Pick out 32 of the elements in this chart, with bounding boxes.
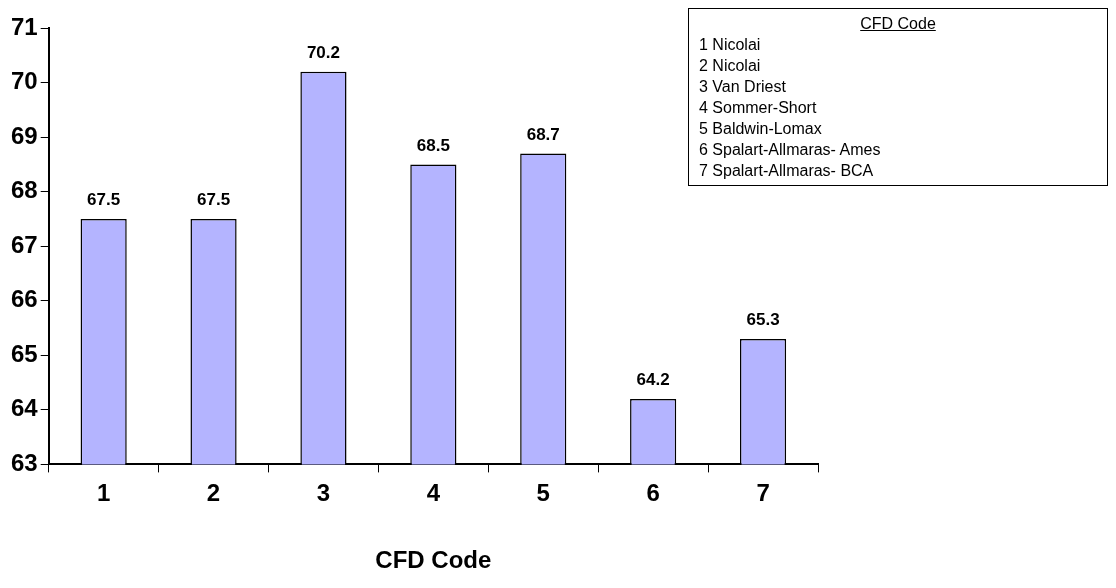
- data-label: 68.7: [526, 124, 560, 144]
- data-label: 65.3: [746, 310, 780, 330]
- x-tick-label: 6: [646, 479, 660, 507]
- x-axis-title: CFD Code: [375, 546, 492, 574]
- y-tick-label: 68: [10, 176, 38, 204]
- y-tick-label: 66: [10, 285, 38, 313]
- annotation: 5 Baldwin-Lomax: [699, 119, 823, 139]
- y-tick-label: 65: [10, 339, 38, 367]
- x-tick-label: 5: [536, 479, 550, 507]
- annotation: 6 Spalart-Allmaras- Ames: [699, 140, 882, 160]
- x-tick-label: 2: [206, 479, 221, 507]
- y-tick-label: 67: [10, 230, 38, 258]
- y-tick-label: 70: [10, 67, 38, 95]
- x-tick-label: 3: [316, 479, 331, 507]
- annotation: 3 Van Driest: [699, 77, 787, 97]
- x-tick-label: 7: [756, 479, 770, 507]
- y-tick-label: 71: [10, 12, 38, 40]
- data-label: 67.5: [197, 190, 231, 210]
- data-label: 67.5: [87, 190, 121, 210]
- text: CFD Code: [860, 15, 936, 32]
- x-tick-label: 1: [96, 479, 111, 507]
- data-label: 70.2: [306, 42, 340, 62]
- y-tick-label: 69: [10, 121, 38, 149]
- x-tick-label: 4: [426, 479, 441, 507]
- data-label: 64.2: [636, 370, 670, 390]
- annotation: 7 Spalart-Allmaras- BCA: [699, 161, 875, 181]
- annotation: 4 Sommer-Short: [699, 98, 818, 118]
- y-tick-label: 63: [10, 449, 38, 477]
- data-label: 68.5: [416, 135, 450, 155]
- annotation: 1 Nicolai: [699, 35, 762, 55]
- y-tick-label: 64: [10, 394, 39, 422]
- annotation: 2 Nicolai: [699, 56, 762, 76]
